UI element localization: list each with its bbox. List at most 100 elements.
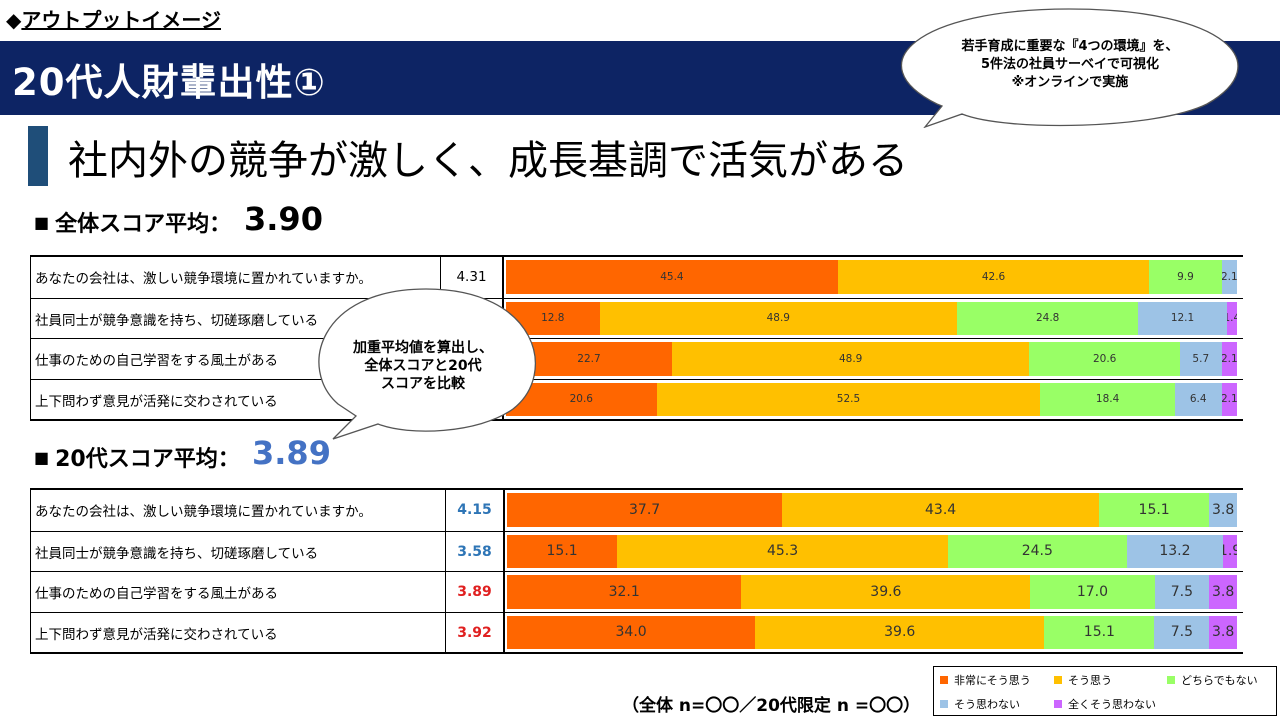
bar-segment-strongly-disagree: 2.1 — [1221, 342, 1237, 376]
bar-segment-neutral: 15.1 — [1099, 493, 1210, 527]
bar-segment-disagree: 5.7 — [1179, 342, 1222, 376]
bar-segment-neutral: 20.6 — [1029, 342, 1180, 376]
overall-score-table: あなたの会社は、激しい競争環境に置かれていますか。 4.31 45.4 42.6 9.9… — [30, 255, 1243, 421]
bar-segment-very-agree: 45.4 — [506, 260, 838, 294]
bar-segment-disagree: 2.1 — [1221, 260, 1237, 294]
bar-segment-strongly-disagree: 3.8 — [1209, 575, 1237, 609]
overall-score-label-text: 全体スコア平均： — [55, 212, 232, 237]
stacked-bar: 20.6 52.5 18.4 6.4 2.1 — [506, 382, 1237, 416]
callout-line: スコアを比較 — [381, 376, 465, 392]
legend-label: 全くそう思わない — [1068, 698, 1156, 711]
legend-item: 非常にそう思う — [940, 672, 1031, 688]
stacked-bar: 32.1 39.6 17.0 7.5 3.8 — [507, 575, 1237, 609]
stacked-bar: 34.0 39.6 15.1 7.5 3.8 — [507, 615, 1237, 649]
middle-callout-text: 加重平均値を算出し、 全体スコアと20代 スコアを比較 — [328, 339, 518, 393]
twenties-score-label: ■ 20代スコア平均： — [34, 441, 240, 473]
headline-accent-bar — [28, 126, 48, 186]
bar-segment-disagree: 3.8 — [1209, 493, 1237, 527]
callout-line: 加重平均値を算出し、 — [353, 340, 493, 356]
callout-line: 全体スコアと20代 — [364, 358, 482, 374]
row-score: 3.89 — [445, 572, 505, 613]
bar-segment-agree: 43.4 — [782, 493, 1100, 527]
table-row: 社員同士が競争意識を持ち、切磋琢磨している 3.58 15.1 45.3 24.5 13.… — [30, 530, 1243, 572]
callout-line: 若手育成に重要な『4つの環境』を、 — [961, 39, 1179, 54]
bar-segment-neutral: 24.5 — [947, 534, 1127, 568]
callout-line: ※オンラインで実施 — [1011, 75, 1129, 90]
chart-legend: 非常にそう思う そう思う どちらでもない そう思わない 全くそう思わない — [933, 666, 1277, 716]
legend-label: そう思わない — [954, 698, 1020, 711]
bar-segment-very-agree: 15.1 — [507, 534, 618, 568]
table-row: 仕事のための自己学習をする風土がある 22.7 48.9 20.6 5.7 2.1 — [30, 338, 1243, 380]
diamond-bullet-icon: ◆ — [6, 8, 22, 32]
table-row: 仕事のための自己学習をする風土がある 3.89 32.1 39.6 17.0 7.5 3.8 — [30, 571, 1243, 613]
legend-swatch — [940, 700, 948, 708]
question-text: 上下問わず意見が活発に交わされている — [30, 612, 445, 653]
question-text: 上下問わず意見が活発に交わされている — [30, 379, 440, 420]
legend-item: そう思わない — [940, 696, 1020, 712]
legend-swatch — [940, 676, 948, 684]
sample-size-footnote: （全体 n=〇〇／20代限定 n =〇〇） — [622, 696, 921, 716]
top-speech-bubble — [901, 8, 1239, 128]
bar-segment-agree: 45.3 — [617, 534, 948, 568]
legend-item: そう思う — [1054, 672, 1112, 688]
stacked-bar: 22.7 48.9 20.6 5.7 2.1 — [506, 342, 1237, 376]
twenties-score-table: あなたの会社は、激しい競争環境に置かれていますか。 4.15 37.7 43.4 15.… — [30, 488, 1243, 654]
bar-segment-disagree: 12.1 — [1138, 301, 1227, 335]
legend-label: そう思う — [1068, 674, 1112, 687]
bar-segment-neutral: 18.4 — [1040, 382, 1175, 416]
bar-segment-strongly-disagree: 2.1 — [1221, 382, 1237, 416]
twenties-score-value: 3.89 — [252, 434, 331, 472]
bar-segment-neutral: 17.0 — [1030, 575, 1155, 609]
table-row: 上下問わず意見が活発に交わされている 20.6 52.5 18.4 6.4 2.1 — [30, 378, 1243, 420]
row-score: 3.92 — [445, 612, 505, 653]
headline: 社内外の競争が激しく、成長基調で活気がある — [68, 138, 908, 184]
bar-segment-agree: 39.6 — [741, 575, 1031, 609]
top-callout-text: 若手育成に重要な『4つの環境』を、 5件法の社員サーベイで可視化 ※オンラインで… — [900, 38, 1240, 92]
stacked-bar: 15.1 45.3 24.5 13.2 1.9 — [507, 534, 1237, 568]
bar-segment-disagree: 13.2 — [1126, 534, 1224, 568]
bar-segment-disagree: 6.4 — [1174, 382, 1222, 416]
table-row: 上下問わず意見が活発に交わされている 3.92 34.0 39.6 15.1 7.5 3.8 — [30, 611, 1243, 653]
bar-segment-neutral: 9.9 — [1149, 260, 1222, 294]
table-row: あなたの会社は、激しい競争環境に置かれていますか。 4.31 45.4 42.6 9.9… — [30, 257, 1243, 298]
bar-segment-very-agree: 32.1 — [507, 575, 742, 609]
bar-segment-very-agree: 34.0 — [507, 615, 756, 649]
legend-item: 全くそう思わない — [1054, 696, 1156, 712]
overall-score-label: ■ 全体スコア平均： — [34, 206, 231, 238]
bar-segment-strongly-disagree: 1.4 — [1226, 301, 1237, 335]
bar-segment-very-agree: 37.7 — [507, 493, 783, 527]
row-score: 3.58 — [445, 531, 505, 572]
twenties-score-label-text: 20代スコア平均： — [55, 447, 240, 472]
question-text: あなたの会社は、激しい競争環境に置かれていますか。 — [30, 490, 445, 531]
stacked-bar: 12.8 48.9 24.8 12.1 1.4 — [506, 301, 1237, 335]
stacked-bar: 37.7 43.4 15.1 3.8 — [507, 493, 1237, 527]
bar-segment-agree: 48.9 — [671, 342, 1030, 376]
row-score: 4.31 — [440, 257, 504, 298]
stacked-bar: 45.4 42.6 9.9 2.1 — [506, 260, 1237, 294]
legend-swatch — [1054, 700, 1062, 708]
bar-segment-very-agree: 20.6 — [506, 382, 657, 416]
callout-line: 5件法の社員サーベイで可視化 — [980, 57, 1160, 72]
question-text: あなたの会社は、激しい競争環境に置かれていますか。 — [30, 257, 440, 298]
row-score: 4.15 — [445, 490, 505, 531]
question-text: 仕事のための自己学習をする風土がある — [30, 339, 440, 380]
bar-segment-agree: 39.6 — [755, 615, 1045, 649]
bar-segment-neutral: 15.1 — [1044, 615, 1155, 649]
bar-segment-strongly-disagree: 1.9 — [1223, 534, 1237, 568]
output-image-label: ◆アウトプットイメージ — [6, 4, 221, 33]
table-row: 社員同士が競争意識を持ち、切磋琢磨している 12.8 48.9 24.8 12.1 1.4 — [30, 297, 1243, 339]
bar-segment-agree: 42.6 — [837, 260, 1150, 294]
overall-score-value: 3.90 — [244, 200, 323, 238]
question-text: 社員同士が競争意識を持ち、切磋琢磨している — [30, 531, 445, 572]
legend-swatch — [1167, 676, 1175, 684]
legend-label: 非常にそう思う — [954, 674, 1031, 687]
question-text: 仕事のための自己学習をする風土がある — [30, 572, 445, 613]
middle-speech-bubble — [318, 288, 536, 440]
bar-segment-agree: 48.9 — [599, 301, 958, 335]
square-bullet-icon: ■ — [34, 213, 50, 232]
legend-swatch — [1054, 676, 1062, 684]
bar-segment-strongly-disagree: 3.8 — [1209, 615, 1237, 649]
legend-label: どちらでもない — [1181, 674, 1258, 687]
bar-segment-disagree: 7.5 — [1154, 615, 1210, 649]
output-image-text: アウトプットイメージ — [21, 8, 221, 32]
